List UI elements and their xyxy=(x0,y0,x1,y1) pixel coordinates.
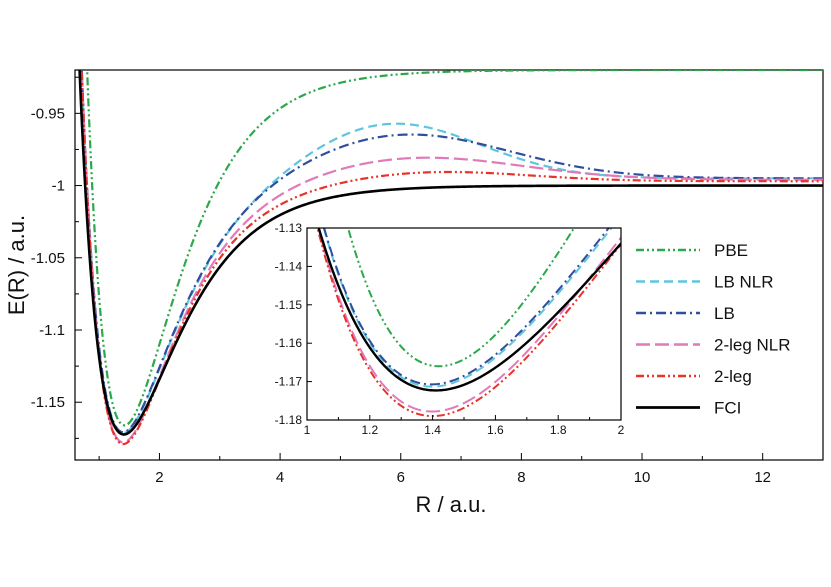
inset-x-tick-label: 1.6 xyxy=(487,423,504,437)
legend-label: 2-leg xyxy=(714,367,752,386)
inset-x-tick-label: 1.2 xyxy=(361,423,378,437)
y-axis-label: E(R) / a.u. xyxy=(4,215,29,315)
inset-x-tick-label: 1.4 xyxy=(424,423,441,437)
legend-label: 2-leg NLR xyxy=(714,336,791,355)
series-line-2-leg-nlr xyxy=(80,70,823,444)
y-tick-label: -1.15 xyxy=(31,394,65,411)
legend-label: LB xyxy=(714,304,735,323)
inset-x-tick-label: 1.8 xyxy=(550,423,567,437)
x-tick-label: 8 xyxy=(517,469,525,486)
x-tick-label: 2 xyxy=(155,469,163,486)
inset-background xyxy=(307,228,621,420)
inset-x-tick-label: 2 xyxy=(618,423,625,437)
legend-label: FCI xyxy=(714,399,741,418)
inset-x-tick-label: 1 xyxy=(304,423,311,437)
inset-curves xyxy=(316,228,621,418)
legend-label: LB NLR xyxy=(714,273,774,292)
inset-axis-ticks: 1 1.2 1.4 1.6 1.8 2 -1.13 -1.14 -1.15 -1.16 -1.17 -… xyxy=(275,221,625,437)
series-line-lb xyxy=(80,70,823,434)
inset-series-line-2-leg xyxy=(316,228,621,418)
plot-frame xyxy=(74,69,824,461)
inset-y-tick-label: -1.17 xyxy=(275,375,303,389)
legend: PBE LB NLR LB 2-leg NLR 2-leg FCI xyxy=(636,241,791,418)
y-tick-label: -0.95 xyxy=(31,105,65,122)
x-axis-label: R / a.u. xyxy=(416,492,487,517)
main-curves xyxy=(78,70,823,446)
series-line-2-leg xyxy=(80,70,823,446)
inset-y-tick-label: -1.15 xyxy=(275,298,303,312)
x-tick-label: 10 xyxy=(634,469,651,486)
x-tick-label: 6 xyxy=(397,469,405,486)
legend-label: PBE xyxy=(714,241,748,260)
inset-series-line-fci xyxy=(317,228,621,392)
inset-y-tick-label: -1.13 xyxy=(275,221,303,235)
y-tick-label: -1.05 xyxy=(31,250,65,267)
main-axis-ticks: 2 4 6 8 10 12-0.95-1-1.05-1.1-1.15 xyxy=(31,76,824,486)
y-tick-label: -1.1 xyxy=(39,322,65,339)
x-tick-label: 12 xyxy=(754,469,771,486)
inset-y-tick-label: -1.14 xyxy=(275,259,303,273)
series-line-fci xyxy=(78,70,823,436)
series-line-pbe xyxy=(86,70,823,427)
inset-y-tick-label: -1.16 xyxy=(275,336,303,350)
inset-y-tick-label: -1.18 xyxy=(275,413,303,427)
x-tick-label: 4 xyxy=(276,469,284,486)
inset-series-line-lb-nlr xyxy=(322,228,613,388)
inset-series-line-lb xyxy=(323,228,610,386)
y-tick-label: -1 xyxy=(52,178,65,195)
inset-series-line-pbe xyxy=(347,228,576,368)
